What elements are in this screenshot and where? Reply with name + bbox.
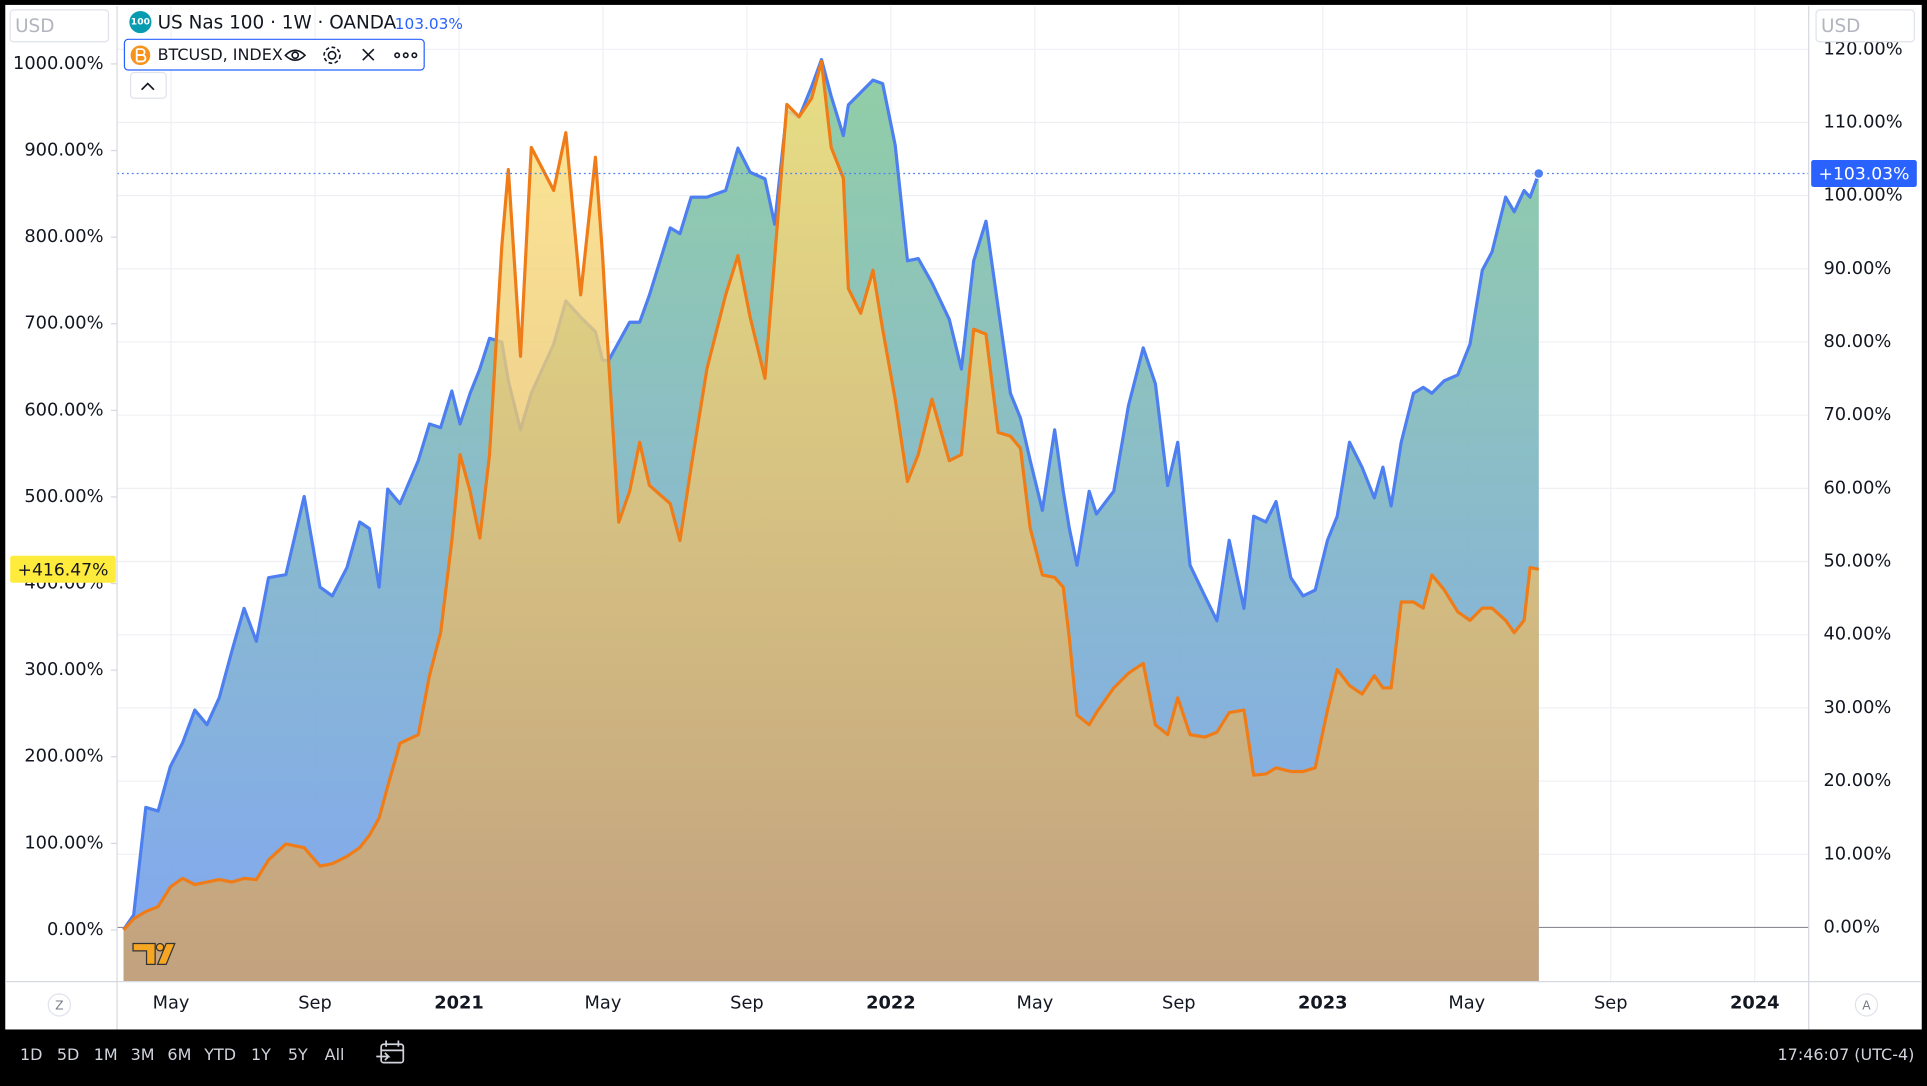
toolbar: 1D 5D 1M 3M 6M YTD 1Y 5Y All bbox=[5, 1029, 1922, 1082]
y-tick-label: 300.00% bbox=[24, 659, 103, 680]
x-tick-label: Sep bbox=[1594, 993, 1628, 1014]
x-tick-label: Sep bbox=[1162, 993, 1196, 1014]
y2-tick-label: 110.00% bbox=[1823, 111, 1902, 132]
legend-item[interactable] bbox=[123, 38, 425, 71]
axis-button-label[interactable]: Z bbox=[55, 999, 63, 1013]
y2-tick-label: 20.00% bbox=[1823, 770, 1891, 791]
y2-tick-label: 30.00% bbox=[1823, 697, 1891, 718]
range-button[interactable]: 5Y bbox=[288, 1045, 308, 1064]
legend-series[interactable]: BTCUSD, INDEX bbox=[158, 45, 283, 64]
range-button[interactable]: All bbox=[325, 1045, 345, 1064]
x-tick-label: May bbox=[585, 993, 622, 1014]
range-button[interactable]: 5D bbox=[57, 1045, 79, 1064]
area-fill bbox=[123, 61, 1539, 982]
price-tag bbox=[1811, 159, 1917, 188]
price-tag-label: +103.03% bbox=[1819, 165, 1910, 185]
range-button[interactable]: 1Y bbox=[251, 1045, 271, 1064]
y-tick-label: 900.00% bbox=[24, 140, 103, 161]
logo bbox=[132, 942, 176, 965]
currency-right[interactable]: USD bbox=[1821, 16, 1860, 37]
y2-tick-label: 50.00% bbox=[1823, 551, 1891, 572]
series-icon bbox=[129, 11, 152, 34]
y2-tick-label: 90.00% bbox=[1823, 258, 1891, 279]
series-icon-text: 100 bbox=[131, 17, 150, 28]
x-tick-label: 2022 bbox=[866, 993, 916, 1014]
x-tick-label: 2024 bbox=[1730, 993, 1780, 1014]
collapse-icon bbox=[141, 82, 155, 91]
y2-tick-label: 10.00% bbox=[1823, 843, 1891, 864]
range-button[interactable]: 6M bbox=[167, 1045, 191, 1064]
plot-area bbox=[117, 57, 1809, 982]
toolbar-background bbox=[5, 1029, 1922, 1082]
y2-tick-label: 40.00% bbox=[1823, 624, 1891, 645]
y-tick-label: 0.00% bbox=[47, 919, 104, 940]
collapse-button[interactable] bbox=[129, 71, 167, 99]
legend-value: 103.03% bbox=[395, 15, 463, 33]
btc-glyph bbox=[135, 48, 147, 63]
y-tick-label: 500.00% bbox=[24, 486, 103, 507]
y2-tick-label: 120.00% bbox=[1823, 38, 1902, 59]
x-tick-label: Sep bbox=[730, 993, 764, 1014]
range-button[interactable]: 1M bbox=[94, 1045, 118, 1064]
area-line bbox=[122, 57, 1541, 931]
x-tick-label: May bbox=[153, 993, 190, 1014]
range-button[interactable]: 1D bbox=[20, 1045, 42, 1064]
y-tick-label: 1000.00% bbox=[13, 53, 104, 74]
x-tick-label: 2021 bbox=[434, 993, 484, 1014]
axis-button-label[interactable]: A bbox=[1862, 999, 1871, 1013]
axis-button[interactable] bbox=[47, 993, 71, 1017]
y-tick-label: 600.00% bbox=[24, 399, 103, 420]
price-tag-label: +416.47% bbox=[18, 561, 109, 581]
y2-tick-label: 60.00% bbox=[1823, 477, 1891, 498]
currency-box[interactable] bbox=[9, 9, 110, 43]
legend-icons[interactable] bbox=[284, 46, 418, 65]
axes: May Sep 2021 May Sep 2022 May Sep 2023 May Sep 2024… bbox=[13, 38, 1903, 1013]
y2-tick-label: 70.00% bbox=[1823, 404, 1891, 425]
clock: 17:46:07 (UTC-4) bbox=[1778, 1045, 1915, 1064]
legend-title[interactable]: US Nas 100 · 1W · OANDA bbox=[158, 12, 397, 33]
y2-tick-label: 100.00% bbox=[1823, 185, 1902, 206]
y-tick-label: 700.00% bbox=[24, 313, 103, 334]
y-tick-label: 200.00% bbox=[24, 746, 103, 767]
currency-left[interactable]: USD bbox=[15, 16, 54, 37]
range-button[interactable]: YTD bbox=[203, 1045, 236, 1064]
price-tag bbox=[10, 555, 116, 583]
y-tick-label: 100.00% bbox=[24, 832, 103, 853]
y2-tick-label: 0.00% bbox=[1823, 916, 1880, 937]
x-tick-label: May bbox=[1448, 993, 1485, 1014]
axis-button[interactable] bbox=[1854, 993, 1879, 1017]
y-tick-label: 800.00% bbox=[24, 226, 103, 247]
x-tick-label: Sep bbox=[298, 993, 332, 1014]
area-line bbox=[122, 59, 1540, 932]
x-tick-label: May bbox=[1016, 993, 1053, 1014]
y2-tick-label: 80.00% bbox=[1823, 331, 1891, 352]
date-range-icon[interactable] bbox=[376, 1040, 405, 1064]
currency-box[interactable] bbox=[1815, 9, 1915, 43]
last-point bbox=[1533, 167, 1545, 180]
x-tick-label: 2023 bbox=[1298, 993, 1348, 1014]
range-button[interactable]: 3M bbox=[131, 1045, 155, 1064]
